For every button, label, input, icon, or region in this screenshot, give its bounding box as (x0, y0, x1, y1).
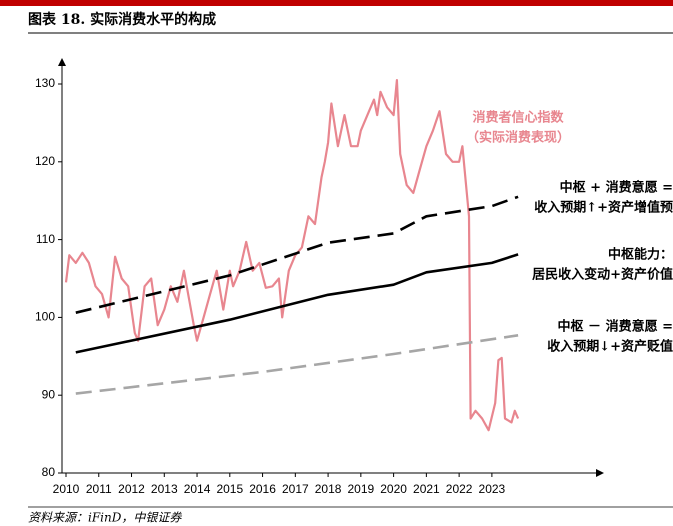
x-tick-label: 2020 (380, 482, 407, 496)
x-tick-label: 2023 (479, 482, 506, 496)
chart-title: 图表 18. 实际消费水平的构成 (28, 11, 216, 28)
top-bar (0, 0, 673, 6)
series-annotation: 中枢 － 消费意愿 = (558, 319, 673, 335)
y-tick-label: 90 (42, 387, 56, 401)
x-tick-label: 2014 (184, 482, 211, 496)
y-tick-label: 80 (42, 465, 56, 479)
x-tick-label: 2021 (413, 482, 440, 496)
series-annotation: 消费者信心指数 (472, 110, 564, 126)
series-annotation: （实际消费表现） (466, 130, 570, 146)
y-tick-label: 130 (35, 76, 55, 90)
source: 资料来源：iFinD，中银证券 (28, 511, 182, 525)
y-tick-label: 110 (36, 232, 55, 246)
x-tick-label: 2011 (86, 482, 112, 496)
x-tick-label: 2010 (53, 482, 80, 496)
series-line (75, 334, 519, 395)
x-tick-label: 2017 (282, 482, 309, 496)
y-tick-label: 120 (35, 154, 55, 168)
series-annotation: 中枢 + 消费意愿 = (560, 180, 673, 196)
series-line (64, 79, 520, 432)
y-tick-label: 100 (35, 310, 55, 324)
series-line (75, 195, 519, 314)
x-axis-arrow (596, 469, 604, 477)
x-tick-label: 2022 (446, 482, 473, 496)
y-axis-arrow (58, 58, 66, 66)
x-tick-label: 2019 (347, 482, 374, 496)
x-tick-label: 2012 (118, 482, 145, 496)
series-annotation: 收入预期↓+资产贬值 (547, 339, 673, 355)
x-tick-label: 2013 (151, 482, 178, 496)
series-annotation: 收入预期↑+资产增值预 (534, 200, 673, 216)
x-tick-label: 2015 (216, 482, 243, 496)
x-tick-label: 2016 (249, 482, 276, 496)
series-annotation: 中枢能力： (608, 247, 673, 263)
series-line (75, 253, 519, 354)
series-annotation: 居民收入变动+资产价值 (532, 267, 673, 283)
x-tick-label: 2018 (315, 482, 342, 496)
